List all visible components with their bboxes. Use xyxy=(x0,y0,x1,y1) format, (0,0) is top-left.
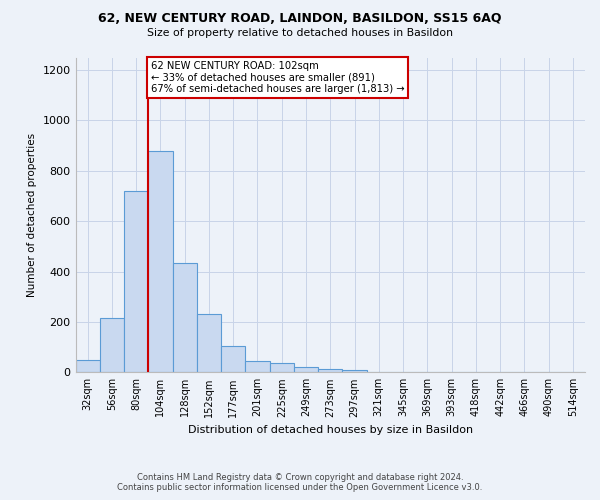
Bar xyxy=(294,367,318,372)
Text: 62 NEW CENTURY ROAD: 102sqm
← 33% of detached houses are smaller (891)
67% of se: 62 NEW CENTURY ROAD: 102sqm ← 33% of det… xyxy=(151,62,404,94)
Bar xyxy=(318,368,343,372)
Bar xyxy=(269,362,294,372)
Bar xyxy=(100,318,124,372)
Bar xyxy=(76,360,100,372)
Bar xyxy=(197,314,221,372)
Text: Contains HM Land Registry data © Crown copyright and database right 2024.
Contai: Contains HM Land Registry data © Crown c… xyxy=(118,473,482,492)
Bar xyxy=(124,191,148,372)
Bar xyxy=(173,263,197,372)
Bar xyxy=(148,150,173,372)
Text: Size of property relative to detached houses in Basildon: Size of property relative to detached ho… xyxy=(147,28,453,38)
X-axis label: Distribution of detached houses by size in Basildon: Distribution of detached houses by size … xyxy=(188,425,473,435)
Bar xyxy=(221,346,245,372)
Text: 62, NEW CENTURY ROAD, LAINDON, BASILDON, SS15 6AQ: 62, NEW CENTURY ROAD, LAINDON, BASILDON,… xyxy=(98,12,502,26)
Bar xyxy=(245,361,269,372)
Y-axis label: Number of detached properties: Number of detached properties xyxy=(27,133,37,297)
Bar xyxy=(343,370,367,372)
